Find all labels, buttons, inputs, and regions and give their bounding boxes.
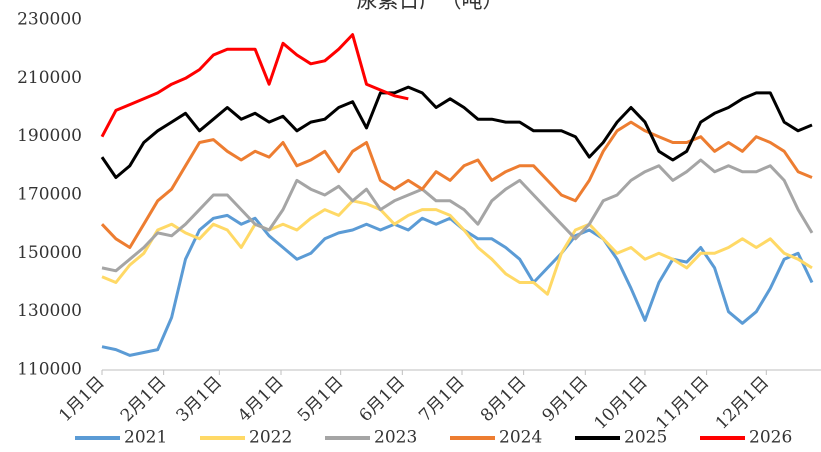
series-line (101, 158, 814, 273)
x-tick-label: 4月1日 (234, 373, 287, 426)
x-tick-label: 2月1日 (117, 373, 170, 426)
y-tick-label: 110000 (17, 360, 82, 380)
legend-label: 2021 (124, 428, 167, 448)
y-tick-label: 150000 (17, 243, 82, 263)
legend-label: 2022 (249, 428, 292, 448)
series-line (101, 199, 813, 296)
x-tick-label: 6月1日 (356, 373, 409, 426)
legend-label: 2025 (624, 428, 667, 448)
x-tick-label: 7月1日 (415, 373, 468, 426)
legend-label: 2026 (749, 428, 792, 448)
legend-label: 2023 (374, 428, 417, 448)
chart-title: 尿素日产（吨） (357, 0, 504, 13)
y-tick-label: 230000 (17, 10, 82, 30)
legend-label: 2024 (499, 428, 542, 448)
x-tick-label: 1月1日 (55, 373, 108, 426)
y-tick-label: 190000 (17, 126, 82, 146)
series-line (101, 213, 814, 357)
y-tick-label: 210000 (17, 68, 82, 88)
x-tick-label: 12月1日 (712, 373, 773, 434)
y-tick-label: 130000 (17, 301, 82, 321)
x-tick-label: 8月1日 (477, 373, 530, 426)
x-tick-label: 3月1日 (173, 373, 226, 426)
x-tick-label: 11月1日 (652, 373, 713, 434)
x-tick-label: 5月1日 (294, 373, 347, 426)
series-line (100, 85, 813, 179)
x-tick-label: 10月1日 (591, 373, 652, 434)
x-tick-label: 9月1日 (539, 373, 592, 426)
series-line (100, 33, 409, 138)
y-tick-label: 170000 (17, 185, 82, 205)
